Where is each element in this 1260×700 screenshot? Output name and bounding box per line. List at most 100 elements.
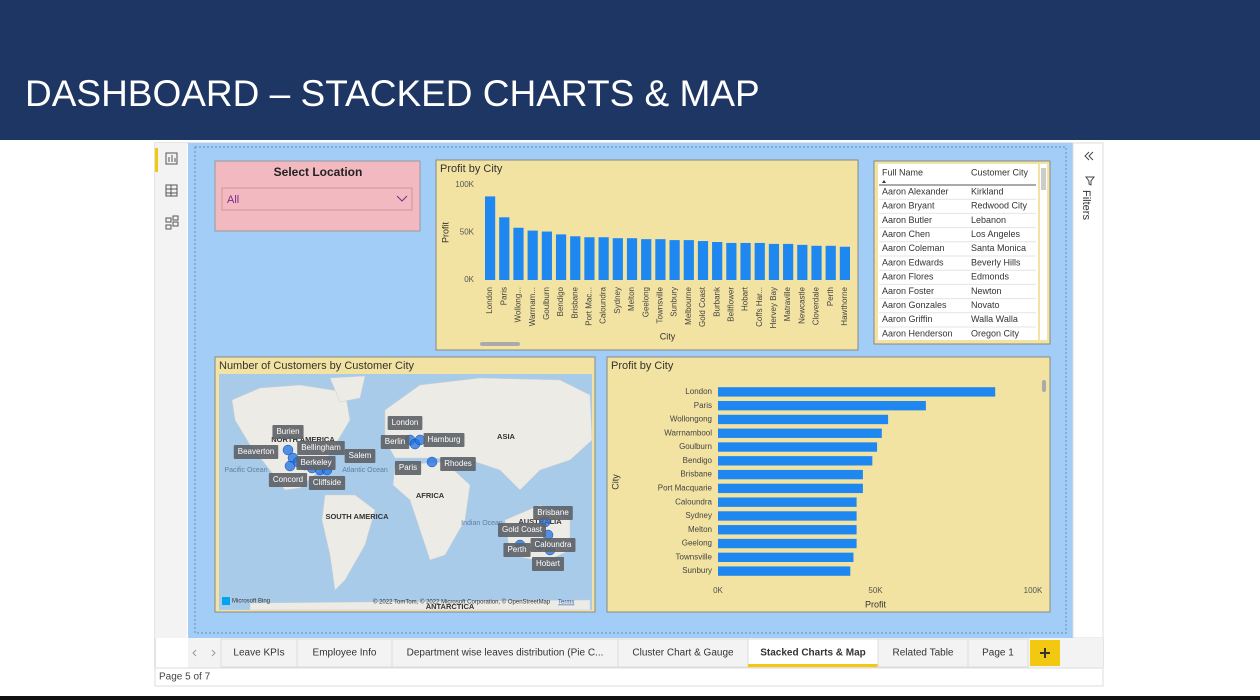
bar bbox=[655, 239, 666, 280]
x-tick-label: Cloverdale bbox=[812, 286, 821, 325]
bar bbox=[527, 230, 538, 280]
bar bbox=[718, 456, 873, 466]
slicer-value: All bbox=[227, 194, 239, 206]
status-bar bbox=[154, 667, 1104, 687]
collapse-icon[interactable] bbox=[1084, 151, 1094, 161]
bar bbox=[598, 237, 609, 280]
x-tick-label: Gold Coast bbox=[698, 286, 707, 327]
tab-label[interactable]: Leave KPIs bbox=[233, 648, 284, 659]
bar bbox=[484, 196, 496, 280]
bar bbox=[825, 245, 836, 280]
tab[interactable] bbox=[617, 638, 749, 668]
tab[interactable] bbox=[877, 638, 969, 668]
tab-label[interactable]: Related Table bbox=[893, 648, 954, 659]
city-label: Cliffside bbox=[313, 478, 342, 487]
city-label: Paris bbox=[399, 463, 417, 472]
y-tick-label: Geelong bbox=[682, 539, 712, 548]
y-tick-label: Townsville bbox=[676, 552, 713, 561]
table-cell: Edmonds bbox=[971, 272, 1010, 282]
tab-scroll-arrows[interactable] bbox=[192, 649, 216, 657]
table-body bbox=[878, 164, 1038, 340]
table-cell: Aaron Griffin bbox=[882, 314, 932, 324]
bar-scrollbar[interactable] bbox=[1042, 380, 1046, 392]
report-view-icon[interactable] bbox=[165, 152, 178, 165]
tab[interactable] bbox=[220, 638, 298, 668]
bar bbox=[626, 238, 638, 280]
filters-label[interactable]: Filters bbox=[1080, 190, 1092, 220]
bar bbox=[718, 414, 889, 425]
city-label-box bbox=[380, 435, 410, 449]
customer-bubble bbox=[284, 460, 296, 472]
table-scroll-thumb[interactable] bbox=[1041, 168, 1046, 190]
tab[interactable] bbox=[967, 638, 1029, 668]
city-label: Bellingham bbox=[301, 443, 341, 452]
x-tick-label: Brisbane bbox=[570, 286, 579, 318]
bar bbox=[718, 483, 863, 494]
tab-label[interactable]: Employee Info bbox=[313, 648, 377, 659]
x-tick-label: Melbourne bbox=[684, 286, 693, 324]
y-tick-label: Bendigo bbox=[683, 456, 713, 465]
bar bbox=[797, 244, 808, 280]
city-label-box bbox=[503, 543, 531, 557]
y-tick-label: Sydney bbox=[685, 511, 712, 520]
tab-label[interactable]: Stacked Charts & Map bbox=[760, 648, 866, 659]
y-tick-label: 0K bbox=[464, 275, 474, 284]
y-tick-label: Warrnambool bbox=[664, 428, 712, 437]
bar bbox=[811, 245, 822, 280]
x-tick-label: Bendigo bbox=[556, 286, 565, 316]
x-tick-label: Perth bbox=[826, 287, 835, 306]
column-scrollbar[interactable] bbox=[480, 342, 520, 346]
table-cell: Aaron Foster bbox=[882, 286, 934, 296]
bar bbox=[718, 552, 854, 563]
table-cell: Redwood City bbox=[971, 201, 1028, 211]
tab-label[interactable]: Page 1 bbox=[982, 648, 1014, 659]
bar bbox=[641, 239, 652, 280]
ocean-label: Indian Ocean bbox=[461, 520, 503, 527]
bar bbox=[740, 242, 751, 280]
city-label: Berkeley bbox=[300, 458, 331, 467]
x-tick-label: Geelong bbox=[641, 287, 650, 317]
x-tick-label: Hervey Bay bbox=[769, 287, 778, 328]
x-tick-label: Paris bbox=[499, 287, 508, 305]
map-terms[interactable]: Terms bbox=[558, 600, 574, 606]
tab[interactable] bbox=[296, 638, 393, 668]
bar bbox=[718, 469, 863, 480]
y-tick-label: Caloundra bbox=[675, 497, 712, 506]
city-label: Gold Coast bbox=[502, 525, 543, 534]
y-tick-label: Goulburn bbox=[679, 442, 712, 451]
bar bbox=[718, 566, 851, 576]
bottom-rule bbox=[0, 696, 1260, 700]
tab-label[interactable]: Cluster Chart & Gauge bbox=[632, 648, 734, 659]
x-tick-label: Coffs Har... bbox=[755, 287, 764, 327]
x-tick-label: Hawthorne bbox=[840, 286, 849, 325]
tab[interactable] bbox=[391, 638, 619, 668]
data-view-icon[interactable] bbox=[165, 184, 178, 197]
customer-bubble bbox=[414, 434, 426, 446]
city-label-box bbox=[440, 457, 476, 471]
filter-icon bbox=[1085, 176, 1095, 186]
table-cell: Aaron Gonzales bbox=[882, 300, 947, 310]
x-axis-label: City bbox=[660, 331, 676, 341]
city-label-box bbox=[533, 506, 573, 520]
table-cell: Aaron Chen bbox=[882, 229, 930, 239]
sort-arrow bbox=[882, 180, 886, 183]
bar bbox=[718, 442, 878, 452]
bar bbox=[712, 242, 723, 280]
city-label: Rhodes bbox=[444, 459, 472, 468]
bar bbox=[718, 525, 857, 535]
table-cell: Novato bbox=[971, 300, 1000, 310]
table-cell: Los Angeles bbox=[971, 229, 1021, 239]
bar bbox=[555, 234, 567, 280]
tab-label[interactable]: Department wise leaves distribution (Pie… bbox=[407, 648, 604, 659]
x-tick-label: Caloundra bbox=[599, 286, 608, 323]
model-view-icon[interactable] bbox=[165, 215, 179, 230]
table-cell: Aaron Flores bbox=[882, 272, 934, 282]
city-label-box bbox=[268, 473, 308, 487]
city-label: Berlin bbox=[385, 437, 405, 446]
left-rail bbox=[155, 143, 187, 638]
table-cell: Aaron Alexander bbox=[882, 186, 949, 196]
table-scrollbar[interactable] bbox=[1040, 164, 1047, 340]
city-label-box bbox=[530, 538, 576, 552]
slicer-dropdown[interactable] bbox=[221, 187, 413, 211]
city-label: Beaverton bbox=[238, 447, 274, 456]
